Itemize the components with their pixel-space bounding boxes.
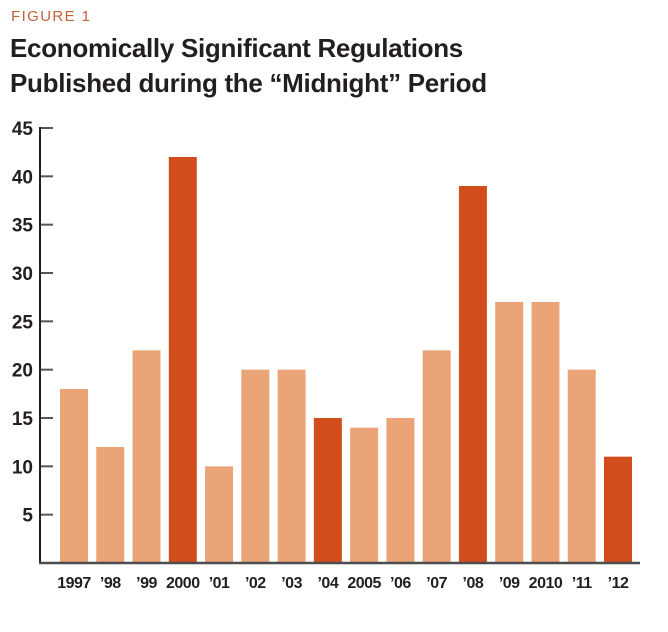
y-tick-label: 30 xyxy=(12,264,33,285)
bar-2000 xyxy=(168,157,197,563)
chart-title-line1: Economically Significant Regulations xyxy=(10,33,463,63)
x-tick-label: ’08 xyxy=(463,575,484,592)
bar-’06 xyxy=(386,418,415,563)
bar-2010 xyxy=(531,302,560,563)
chart-title-line2: Published during the “Midnight” Period xyxy=(10,68,487,98)
x-tick-label: ’98 xyxy=(100,575,121,592)
chart-title: Economically Significant Regulations Publ… xyxy=(10,31,487,101)
x-tick-label: ’12 xyxy=(608,575,629,592)
y-tick-label: 40 xyxy=(12,167,33,188)
bar-’09 xyxy=(495,302,524,563)
x-tick-label: 2000 xyxy=(166,575,200,592)
bar-2005 xyxy=(350,427,379,563)
bar-’04 xyxy=(313,418,342,563)
x-tick-label: 2005 xyxy=(347,575,381,592)
x-tick-label: ’09 xyxy=(499,575,520,592)
x-tick-label: ’99 xyxy=(136,575,157,592)
x-tick-label: ’06 xyxy=(390,575,411,592)
x-tick-label: 2010 xyxy=(529,575,563,592)
bar-’12 xyxy=(604,456,632,563)
y-tick-label: 35 xyxy=(12,216,34,237)
bar-’02 xyxy=(241,369,270,563)
x-tick-label: ’03 xyxy=(281,575,302,592)
x-tick-label: ’04 xyxy=(317,575,338,592)
figure-label: FIGURE 1 xyxy=(11,8,92,25)
bar-’11 xyxy=(567,369,596,563)
bar-chart: 5 10 15 20 25 30 35 40 45 1997 ’98 ’99 2000 ’01 ’02 ’03… xyxy=(12,119,640,592)
x-tick-label: ’11 xyxy=(572,575,592,592)
bar-1997 xyxy=(60,389,88,563)
bar-’03 xyxy=(277,369,306,563)
x-tick-label: 1997 xyxy=(57,575,91,592)
x-tick-label: ’02 xyxy=(245,575,266,592)
y-tick-label: 25 xyxy=(12,312,34,333)
y-tick-label: 20 xyxy=(12,361,33,382)
bar-’08 xyxy=(458,186,487,563)
bar-’98 xyxy=(96,447,125,563)
bar-’99 xyxy=(132,350,161,563)
y-tick-label: 5 xyxy=(22,506,33,527)
bar-’07 xyxy=(422,350,451,563)
x-tick-label: ’01 xyxy=(209,575,230,592)
y-tick-label: 10 xyxy=(12,457,33,478)
bar-’01 xyxy=(205,466,234,563)
x-tick-label: ’07 xyxy=(426,575,447,592)
y-tick-label: 15 xyxy=(12,409,34,430)
y-tick-label: 45 xyxy=(12,119,34,140)
